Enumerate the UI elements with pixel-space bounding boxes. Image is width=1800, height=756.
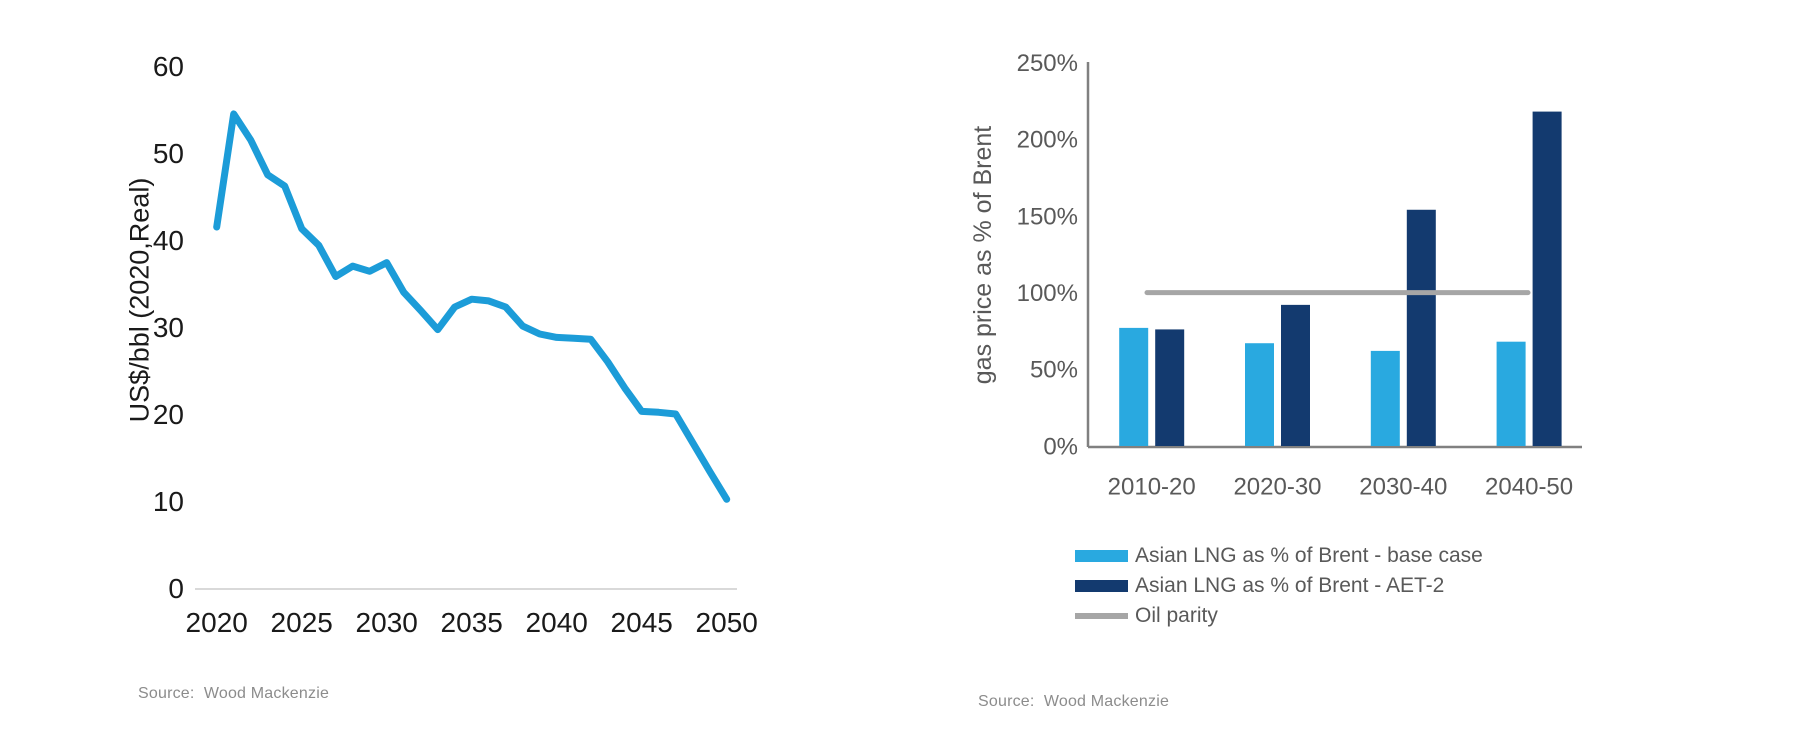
x-tick-label: 2045 [611,607,673,638]
y-tick-label: 200% [1017,127,1078,154]
legend-label-aet2: Asian LNG as % of Brent - AET-2 [1135,574,1445,597]
x-tick-label: 2030 [356,607,418,638]
legend-swatch-aet2-icon [1075,580,1128,592]
x-category-label: 2010-20 [1108,473,1196,500]
source-note-left: Source: Wood Mackenzie [138,685,330,702]
y-tick-label: 10 [153,486,184,517]
x-category-label: 2040-50 [1485,473,1573,500]
y-tick-label: 50% [1030,357,1078,384]
bar-base-case [1370,350,1400,446]
x-tick-label: 2050 [696,607,758,638]
source-note-right: Source: Wood Mackenzie [978,693,1170,710]
y-tick-label: 60 [153,51,184,82]
y-tick-label: 50 [153,138,184,169]
bar-base-case [1496,341,1526,446]
y-tick-label: 40 [153,225,184,256]
y-tick-label: 100% [1017,280,1078,307]
bar-chart-legend: Asian LNG as % of Brent - base case Asia… [1075,541,1483,631]
x-tick-label: 2040 [526,607,588,638]
y-tick-label: 0% [1043,433,1078,460]
bar-aet2 [1281,304,1310,446]
legend-label-oil-parity: Oil parity [1135,604,1218,627]
legend-row-aet2: Asian LNG as % of Brent - AET-2 [1075,571,1483,601]
bar-aet2 [1406,209,1436,446]
x-category-label: 2030-40 [1359,473,1447,500]
y-tick-label: 150% [1017,203,1078,230]
x-tick-label: 2025 [271,607,333,638]
bar-base-case [1245,343,1274,446]
lng-percent-bar-chart: 0% 50% 100% 150% 200% 250% 2010-20 2020-30 2030-… [1017,50,1582,500]
legend-swatch-oil-parity-icon [1075,613,1128,619]
x-category-label: 2020-30 [1233,473,1321,500]
bar-aet2 [1532,111,1562,446]
legend-row-oil-parity: Oil parity [1075,601,1483,631]
lng-chart-y-axis-title: gas price as % of Brent [969,126,997,385]
legend-label-base-case: Asian LNG as % of Brent - base case [1135,544,1483,567]
oil-price-line-series [213,110,731,503]
y-tick-label: 30 [153,312,184,343]
y-tick-label: 0 [168,573,184,604]
bar-aet2 [1155,329,1185,446]
y-tick-label: 250% [1017,50,1078,77]
oil-chart-y-axis-title: US$/bbl (2020,Real) [124,178,154,423]
y-tick-label: 20 [153,399,184,430]
legend-row-base-case: Asian LNG as % of Brent - base case [1075,541,1483,571]
x-tick-label: 2020 [186,607,248,638]
legend-swatch-base-case-icon [1075,550,1128,562]
bar-base-case [1119,327,1149,446]
x-tick-label: 2035 [441,607,503,638]
